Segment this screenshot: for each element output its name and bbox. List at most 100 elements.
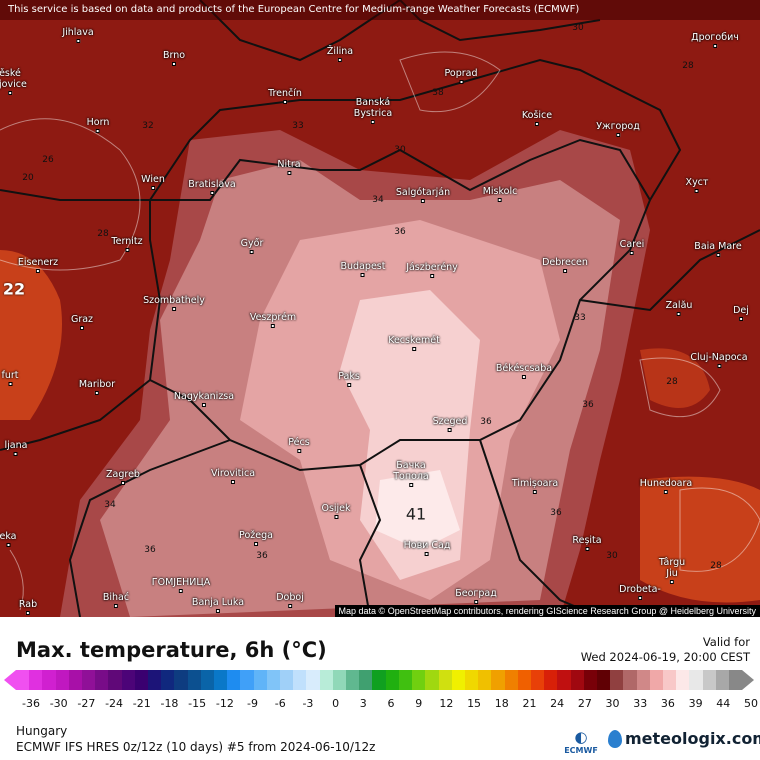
city-marker bbox=[79, 326, 84, 330]
isotherm-label: 36 bbox=[256, 551, 268, 561]
city-marker bbox=[346, 383, 351, 387]
city-label: Drobeta- bbox=[619, 584, 661, 600]
city-label: Košice bbox=[522, 110, 552, 126]
city-marker bbox=[249, 250, 254, 254]
colorbar-tick: 24 bbox=[550, 697, 565, 710]
city-marker bbox=[616, 133, 620, 137]
city-label: Dej bbox=[733, 305, 749, 321]
city-marker bbox=[210, 191, 214, 195]
city-label: Wien bbox=[141, 174, 165, 190]
isotherm-label: 33 bbox=[574, 313, 586, 323]
city-label: Hunedoara bbox=[640, 478, 692, 494]
colorbar-swatch bbox=[570, 670, 584, 690]
colorbar-swatch bbox=[42, 670, 56, 690]
city-marker bbox=[421, 199, 425, 203]
city-marker bbox=[287, 604, 292, 608]
colorbar-swatch bbox=[557, 670, 571, 690]
colorbar-swatch bbox=[108, 670, 122, 690]
city-marker bbox=[230, 480, 235, 484]
meteologix-logo[interactable]: meteologix.com bbox=[608, 729, 760, 748]
city-label: Trenčín bbox=[268, 88, 302, 104]
city-marker bbox=[638, 596, 642, 600]
colorbar-swatch bbox=[174, 670, 188, 690]
colorbar-swatch bbox=[319, 670, 333, 690]
city-marker bbox=[498, 198, 502, 202]
colorbar-tick: -15 bbox=[188, 697, 207, 710]
city-marker bbox=[95, 391, 99, 395]
city-marker bbox=[459, 80, 463, 84]
isotherm-label: 36 bbox=[480, 417, 492, 427]
valid-time: Valid for Wed 2024-06-19, 20:00 CEST bbox=[581, 635, 750, 665]
colorbar-swatch bbox=[728, 670, 743, 690]
colorbar-tick: 36 bbox=[660, 697, 675, 710]
isotherm-label: 30 bbox=[606, 551, 618, 561]
city-label: ljana bbox=[5, 440, 27, 456]
city-label: Virovitica bbox=[211, 468, 255, 484]
colorbar-swatch bbox=[214, 670, 228, 690]
city-marker bbox=[670, 580, 674, 584]
city-marker bbox=[96, 129, 100, 133]
city-marker bbox=[585, 547, 589, 551]
city-label: Нови Сад bbox=[404, 540, 450, 556]
colorbar-swatch bbox=[253, 670, 267, 690]
city-label: Szombathely bbox=[143, 295, 205, 311]
city-marker bbox=[425, 552, 429, 556]
colorbar-swatch bbox=[187, 670, 201, 690]
colorbar-swatch bbox=[161, 670, 175, 690]
hot-spot bbox=[640, 348, 710, 408]
city-label: Дрогобич bbox=[691, 32, 739, 48]
map-title: Max. temperature, 6h (°C) bbox=[16, 638, 327, 662]
city-marker bbox=[534, 122, 539, 126]
map-attribution[interactable]: Map data © OpenStreetMap contributors, r… bbox=[334, 605, 760, 617]
colorbar-swatch bbox=[504, 670, 518, 690]
isotherm-label: 36 bbox=[582, 400, 594, 410]
colorbar-tick: 50 bbox=[744, 697, 758, 710]
colorbar-tick: 12 bbox=[439, 697, 454, 710]
city-marker bbox=[216, 609, 220, 613]
city-marker bbox=[150, 186, 155, 190]
city-label: ГОМЈЕНИЦА bbox=[152, 577, 210, 593]
city-label: Rab bbox=[19, 599, 37, 615]
colorbar-swatch bbox=[596, 670, 611, 690]
city-marker bbox=[677, 312, 681, 316]
colorbar-tick: -27 bbox=[77, 697, 96, 710]
city-marker bbox=[663, 490, 668, 494]
colorbar-tick: -9 bbox=[247, 697, 259, 710]
colorbar-max-arrow bbox=[742, 670, 754, 690]
colorbar-swatch bbox=[332, 670, 347, 690]
colorbar-tick: -12 bbox=[215, 697, 234, 710]
colorbar-tick: 3 bbox=[359, 697, 367, 710]
city-marker bbox=[296, 449, 301, 453]
city-marker bbox=[76, 39, 80, 43]
city-label: Zalău bbox=[666, 300, 692, 316]
colorbar-swatch bbox=[16, 670, 30, 690]
city-label: Graz bbox=[71, 314, 93, 330]
city-label: Salgótarján bbox=[396, 187, 450, 203]
city-label: Banská Bystrica bbox=[354, 97, 392, 124]
isotherm-label: 26 bbox=[42, 155, 54, 165]
map-fill bbox=[0, 0, 760, 617]
city-label: eka bbox=[0, 531, 17, 547]
isotherm-label: 36 bbox=[144, 545, 156, 555]
colorbar-swatch bbox=[623, 670, 637, 690]
city-marker bbox=[286, 171, 291, 175]
colorbar-swatch bbox=[227, 670, 241, 690]
city-marker bbox=[26, 611, 30, 615]
city-marker bbox=[629, 251, 634, 255]
city-marker bbox=[430, 274, 434, 278]
city-marker bbox=[562, 269, 567, 273]
isotherm-label: 34 bbox=[104, 500, 116, 510]
city-label: Poprad bbox=[445, 68, 478, 84]
hot-spot bbox=[0, 250, 62, 420]
city-label: Paks bbox=[338, 371, 360, 387]
city-marker bbox=[179, 589, 183, 593]
city-label: Carei bbox=[620, 239, 644, 255]
colorbar-tick: 9 bbox=[415, 697, 423, 710]
city-marker bbox=[713, 44, 717, 48]
temperature-map[interactable]: This service is based on data and produc… bbox=[0, 0, 760, 617]
colorbar-tick: 0 bbox=[332, 697, 340, 710]
colorbar-tick: 39 bbox=[688, 697, 703, 710]
city-marker bbox=[35, 269, 40, 273]
isotherm-label: 22 bbox=[2, 279, 26, 299]
city-marker bbox=[5, 543, 10, 547]
